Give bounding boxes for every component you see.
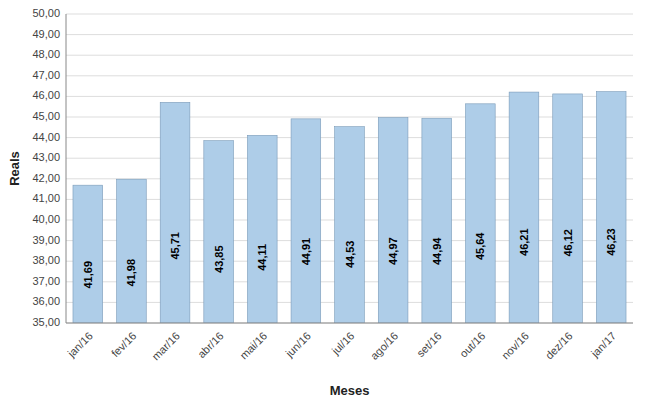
grid	[66, 14, 633, 323]
data-label: 44,97	[387, 237, 399, 265]
y-tick-label: 46,00	[32, 89, 60, 101]
bar	[247, 135, 277, 323]
bar	[466, 104, 496, 323]
data-label: 43,85	[213, 245, 225, 273]
grid-line	[66, 117, 633, 118]
y-tick-label: 35,00	[32, 316, 60, 328]
bar	[422, 118, 452, 323]
bar	[204, 141, 234, 323]
y-tick-label: 50,00	[32, 7, 60, 19]
x-tick-label: jul/16	[329, 330, 357, 358]
x-tick-label: jan/17	[588, 330, 618, 360]
data-label: 46,12	[562, 229, 574, 257]
bar	[509, 92, 539, 323]
data-label: 46,21	[518, 228, 530, 256]
data-label: 45,71	[169, 232, 181, 260]
y-tick-label: 45,00	[32, 110, 60, 122]
bars	[73, 92, 626, 323]
bar	[596, 92, 626, 323]
bar	[335, 127, 365, 323]
bar	[160, 102, 190, 323]
bar	[291, 119, 321, 323]
x-tick-label: ago/16	[368, 330, 400, 362]
x-tick-label: fev/16	[109, 330, 139, 360]
data-label: 44,91	[300, 238, 312, 266]
grid-line	[66, 14, 633, 15]
y-tick-label: 48,00	[32, 48, 60, 60]
y-tick-label: 39,00	[32, 234, 60, 246]
data-label: 44,53	[344, 241, 356, 269]
x-tick-label: nov/16	[499, 330, 531, 362]
y-tick-label: 38,00	[32, 254, 60, 266]
y-axis-label: Reals	[7, 151, 22, 186]
x-axis-label: Meses	[330, 383, 370, 398]
data-label: 45,64	[474, 232, 486, 260]
x-tick-label: set/16	[414, 330, 444, 360]
x-tick-label: abr/16	[195, 330, 226, 361]
chart: 35,00 36,00 37,00 38,00 39,00 40,00 41,00 42,00…	[0, 0, 647, 403]
y-tick-label: 44,00	[32, 131, 60, 143]
y-tick-label: 47,00	[32, 69, 60, 81]
grid-line	[66, 55, 633, 56]
data-label: 44,94	[431, 237, 443, 265]
x-tick-label: dez/16	[543, 330, 575, 362]
y-axis	[66, 14, 67, 323]
y-tick-label: 36,00	[32, 295, 60, 307]
y-tick-label: 37,00	[32, 275, 60, 287]
x-tick-label: mar/16	[149, 330, 182, 363]
bar	[73, 185, 103, 323]
data-label: 46,23	[605, 228, 617, 256]
grid-line	[66, 96, 633, 97]
data-label: 41,69	[82, 261, 94, 289]
y-tick-label: 49,00	[32, 28, 60, 40]
y-tick-label: 43,00	[32, 151, 60, 163]
y-tick-label: 40,00	[32, 213, 60, 225]
x-tick-label: jun/16	[283, 330, 313, 360]
bar	[378, 118, 408, 323]
bar	[553, 94, 583, 323]
x-tick-label: out/16	[457, 330, 487, 360]
grid-line	[66, 34, 633, 35]
data-label: 41,98	[125, 259, 137, 287]
y-tick-label: 42,00	[32, 172, 60, 184]
x-tick-label: mai/16	[237, 330, 269, 362]
x-tick-label: jan/16	[64, 330, 94, 360]
grid-line	[66, 323, 633, 324]
y-tick-label: 41,00	[32, 192, 60, 204]
x-axis	[66, 323, 633, 324]
bar	[117, 179, 147, 323]
data-label: 44,11	[256, 244, 268, 271]
grid-line	[66, 75, 633, 76]
